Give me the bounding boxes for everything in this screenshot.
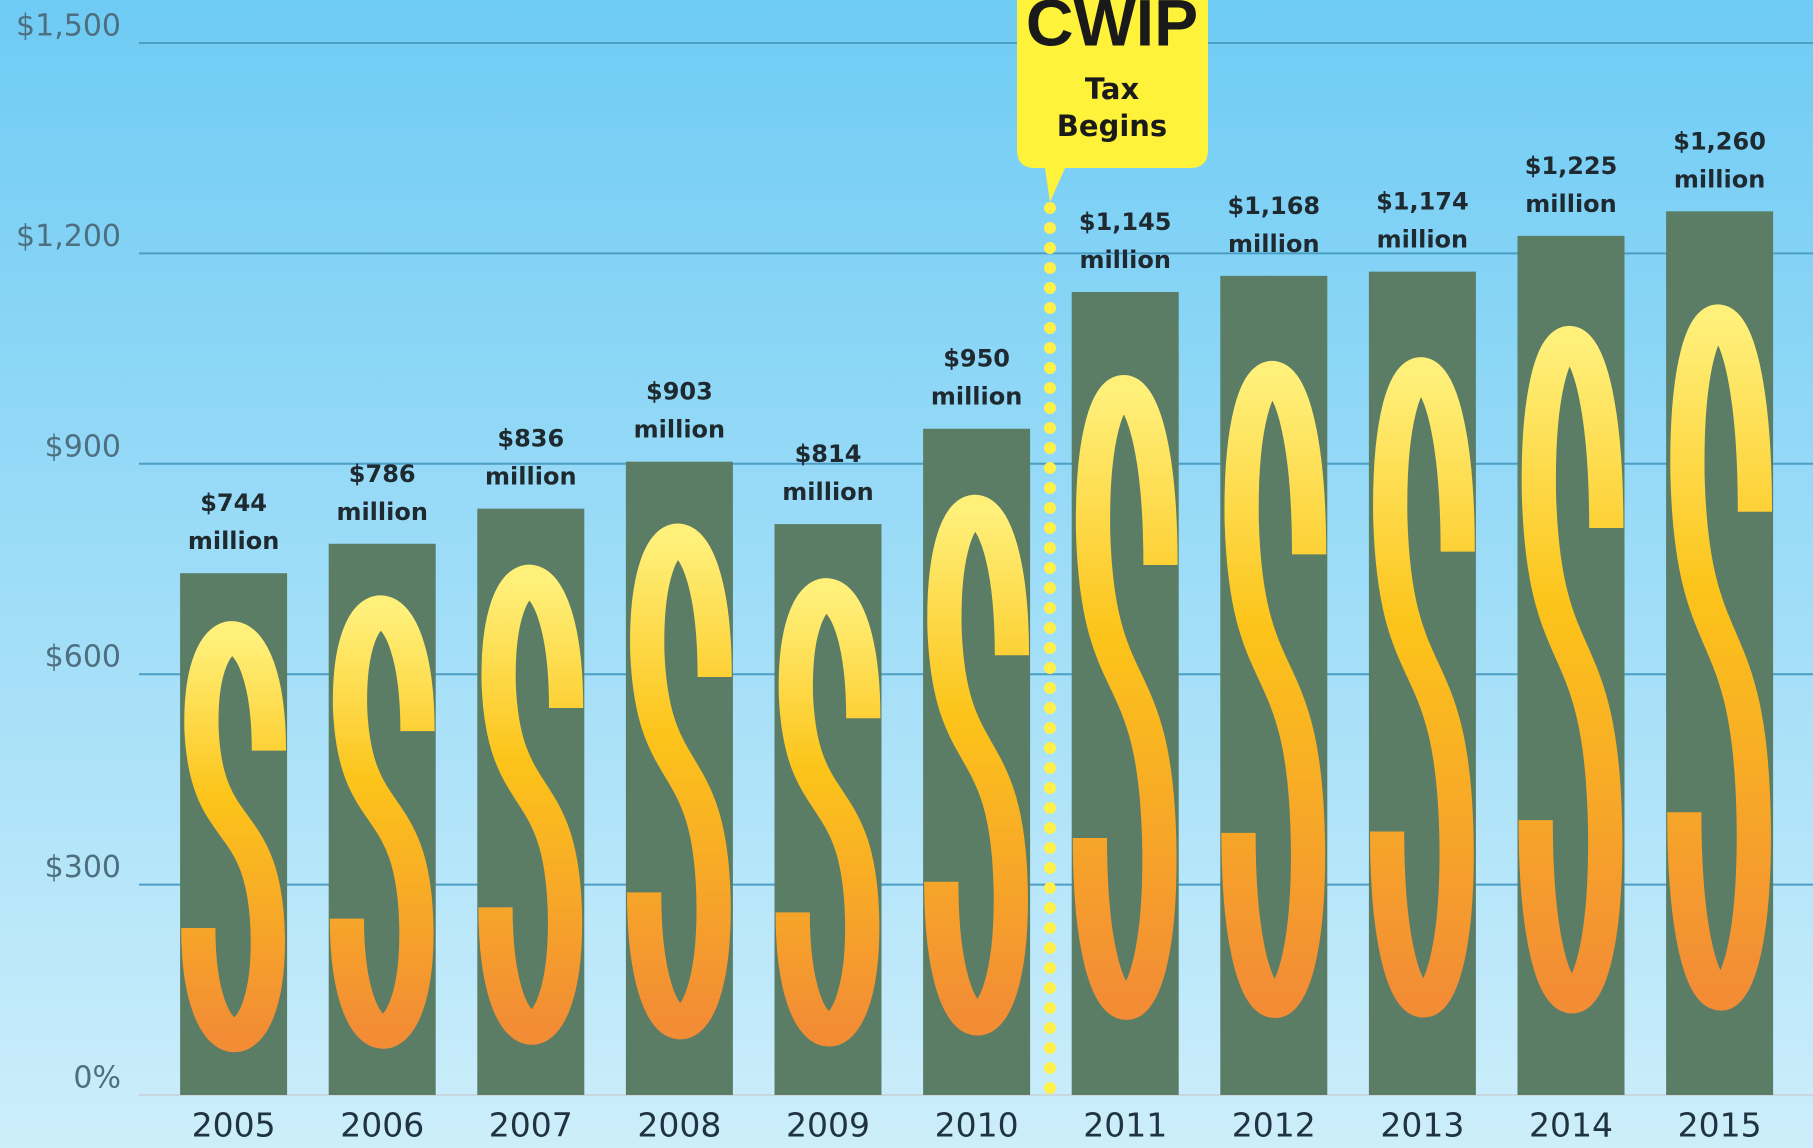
y-tick-label: $600 <box>45 640 121 675</box>
x-tick-label: 2013 <box>1380 1106 1464 1145</box>
value-label-unit: million <box>1525 190 1617 218</box>
value-label: $836 <box>497 425 564 453</box>
x-tick-label: 2014 <box>1529 1106 1613 1145</box>
x-tick-label: 2005 <box>192 1106 276 1145</box>
callout-text: Begins <box>1057 109 1167 143</box>
value-label-unit: million <box>485 463 577 491</box>
chart: 0% $300 $600 $900 $1,200 $1,500 2005 $744 millio… <box>0 0 1813 1148</box>
callout-title: CWIP <box>1026 0 1198 59</box>
y-tick-label: $900 <box>45 429 121 464</box>
x-tick-label: 2006 <box>340 1106 424 1145</box>
value-label: $903 <box>646 378 713 406</box>
value-label: $950 <box>943 345 1010 373</box>
value-label-unit: million <box>1674 165 1766 193</box>
x-tick-label: 2009 <box>786 1106 870 1145</box>
value-label-unit: million <box>1377 226 1469 254</box>
y-tick-label: $300 <box>45 850 121 885</box>
value-label: $1,225 <box>1525 152 1618 180</box>
x-tick-label: 2011 <box>1083 1106 1167 1145</box>
y-tick-label: $1,500 <box>16 9 121 44</box>
value-label: $786 <box>349 460 416 488</box>
value-label-unit: million <box>336 498 428 526</box>
x-tick-label: 2007 <box>489 1106 573 1145</box>
value-label-unit: million <box>634 416 726 444</box>
value-label: $814 <box>795 440 862 468</box>
value-label-unit: million <box>1228 230 1320 258</box>
value-label: $744 <box>200 489 267 517</box>
y-tick-label: $1,200 <box>16 219 121 254</box>
value-label-unit: million <box>931 383 1023 411</box>
x-tick-label: 2010 <box>935 1106 1019 1145</box>
value-label: $1,260 <box>1673 127 1766 155</box>
value-label-unit: million <box>1079 246 1171 274</box>
value-label: $1,168 <box>1227 192 1320 220</box>
value-label: $1,174 <box>1376 188 1469 216</box>
value-label-unit: million <box>188 527 280 555</box>
x-tick-label: 2015 <box>1678 1106 1762 1145</box>
x-tick-label: 2008 <box>637 1106 721 1145</box>
callout-text: Tax <box>1085 72 1140 106</box>
x-tick-label: 2012 <box>1232 1106 1316 1145</box>
y-tick-label: 0% <box>73 1061 121 1096</box>
value-label: $1,145 <box>1079 208 1172 236</box>
value-label-unit: million <box>782 478 874 506</box>
